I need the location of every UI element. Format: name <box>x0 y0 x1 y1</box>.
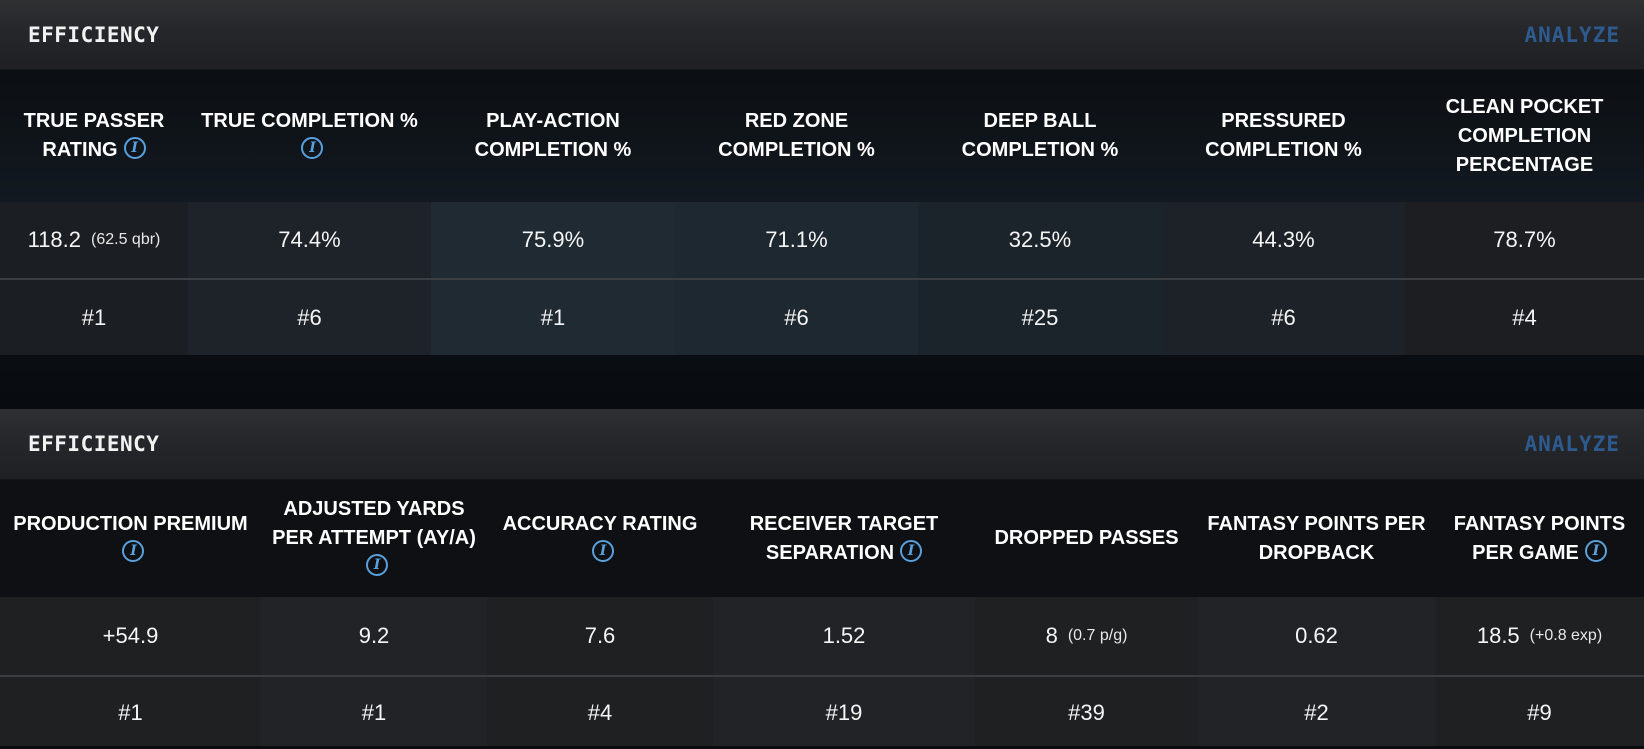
column-header-clean-pocket-completion: CLEAN POCKET COMPLETION PERCENTAGE <box>1445 95 1604 176</box>
panel-bottom-edge <box>0 746 1644 749</box>
stat-rank: #25 <box>918 280 1162 355</box>
column-header-fantasy-points-per-dropback: FANTASY POINTS PER DROPBACK <box>1207 512 1426 564</box>
column-header-deep-ball-completion: DEEP BALL COMPLETION % <box>961 110 1119 161</box>
stat-rank: #2 <box>1198 677 1435 749</box>
stat-value: 9.2 <box>261 597 487 675</box>
column-header-fantasy-points-per-game: FANTASY POINTS PER GAME i <box>1453 512 1626 564</box>
info-icon[interactable]: i <box>592 539 614 562</box>
column-header-true-completion: TRUE COMPLETION % i <box>188 70 431 202</box>
row-divider <box>0 278 1644 280</box>
value-row: 118.2 (62.5 qbr) 74.4% 75.9% 71.1% 32.5% … <box>0 202 1644 278</box>
panel-title: EFFICIENCY <box>28 432 160 456</box>
column-header-production-premium: PRODUCTION PREMIUM i <box>0 480 261 597</box>
stat-rank: #1 <box>431 280 675 355</box>
stat-subvalue: (0.7 p/g) <box>1067 627 1128 644</box>
panel-title: EFFICIENCY <box>28 23 160 47</box>
stat-value: 0.62 <box>1198 597 1435 675</box>
header-row: TRUE PASSER RATING i TRUE COMPLETION % i P… <box>0 70 1644 202</box>
info-icon[interactable]: i <box>123 137 146 159</box>
column-header-adjusted-yards-per-attempt: ADJUSTED YARDS PER ATTEMPT (AY/A)i <box>261 480 487 597</box>
stat-value: 78.7% <box>1405 202 1644 278</box>
analyze-link[interactable]: ANALYZE <box>1524 23 1620 47</box>
stat-rank: #1 <box>261 677 487 749</box>
info-icon[interactable]: i <box>301 137 324 159</box>
stat-value: 75.9% <box>431 202 675 278</box>
info-icon[interactable]: i <box>900 539 923 562</box>
stat-value: 18.5 (+0.8 exp) <box>1435 597 1644 675</box>
stat-rank: #1 <box>0 280 188 355</box>
stats-table: TRUE PASSER RATING i TRUE COMPLETION % i P… <box>0 70 1644 410</box>
stat-rank: #9 <box>1435 677 1644 749</box>
info-icon[interactable]: i <box>1584 539 1607 562</box>
column-header-true-passer-rating: TRUE PASSER RATING i <box>23 110 165 161</box>
stat-rank: #4 <box>487 677 713 749</box>
panel-header: EFFICIENCY ANALYZE <box>0 409 1644 480</box>
column-header-play-action-completion: PLAY-ACTION COMPLETION % <box>474 110 632 161</box>
header-row: PRODUCTION PREMIUM i ADJUSTED YARDS PER A… <box>0 480 1644 597</box>
column-header-accuracy-rating: ACCURACY RATINGi <box>487 480 713 597</box>
row-divider <box>0 675 1644 677</box>
stat-value: 44.3% <box>1162 202 1405 278</box>
efficiency-panel-1: EFFICIENCY ANALYZE TRUE PASSER RATING i T… <box>0 0 1644 410</box>
stat-value: 32.5% <box>918 202 1162 278</box>
efficiency-panel-2: EFFICIENCY ANALYZE PRODUCTION PREMIUM i A… <box>0 409 1644 749</box>
panel-spacer <box>0 355 1644 410</box>
info-icon[interactable]: i <box>122 539 145 562</box>
stat-value: 7.6 <box>487 597 713 675</box>
stat-value: 74.4% <box>188 202 431 278</box>
rank-row: #1 #6 #1 #6 #25 #6 #4 <box>0 280 1644 355</box>
stat-rank: #39 <box>975 677 1198 749</box>
column-header-dropped-passes: DROPPED PASSES <box>994 527 1179 549</box>
stats-table: PRODUCTION PREMIUM i ADJUSTED YARDS PER A… <box>0 480 1644 749</box>
value-row: +54.9 9.2 7.6 1.52 8 (0.7 p/g) 0.62 18.5(… <box>0 597 1644 675</box>
stat-rank: #4 <box>1405 280 1644 355</box>
panel-header: EFFICIENCY ANALYZE <box>0 0 1644 70</box>
stat-rank: #1 <box>0 677 261 749</box>
stat-value: 1.52 <box>713 597 975 675</box>
stat-value: 118.2 (62.5 qbr) <box>0 202 188 278</box>
stat-value: 8 (0.7 p/g) <box>975 597 1198 675</box>
column-header-red-zone-completion: RED ZONE COMPLETION % <box>718 110 875 161</box>
stat-subvalue: (+0.8 exp) <box>1529 627 1603 644</box>
stat-rank: #6 <box>675 280 918 355</box>
stat-subvalue: (62.5 qbr) <box>91 231 161 248</box>
rank-row: #1 #1 #4 #19 #39 #2 #9 <box>0 677 1644 749</box>
info-icon[interactable]: i <box>366 554 388 576</box>
stat-value: 71.1% <box>675 202 918 278</box>
stat-value: +54.9 <box>0 597 261 675</box>
stat-rank: #6 <box>1162 280 1405 355</box>
column-header-receiver-target-separation: RECEIVER TARGET SEPARATION i <box>749 512 939 564</box>
analyze-link[interactable]: ANALYZE <box>1524 432 1620 456</box>
column-header-pressured-completion: PRESSURED COMPLETION % <box>1205 110 1362 161</box>
stat-rank: #6 <box>188 280 431 355</box>
stat-rank: #19 <box>713 677 975 749</box>
